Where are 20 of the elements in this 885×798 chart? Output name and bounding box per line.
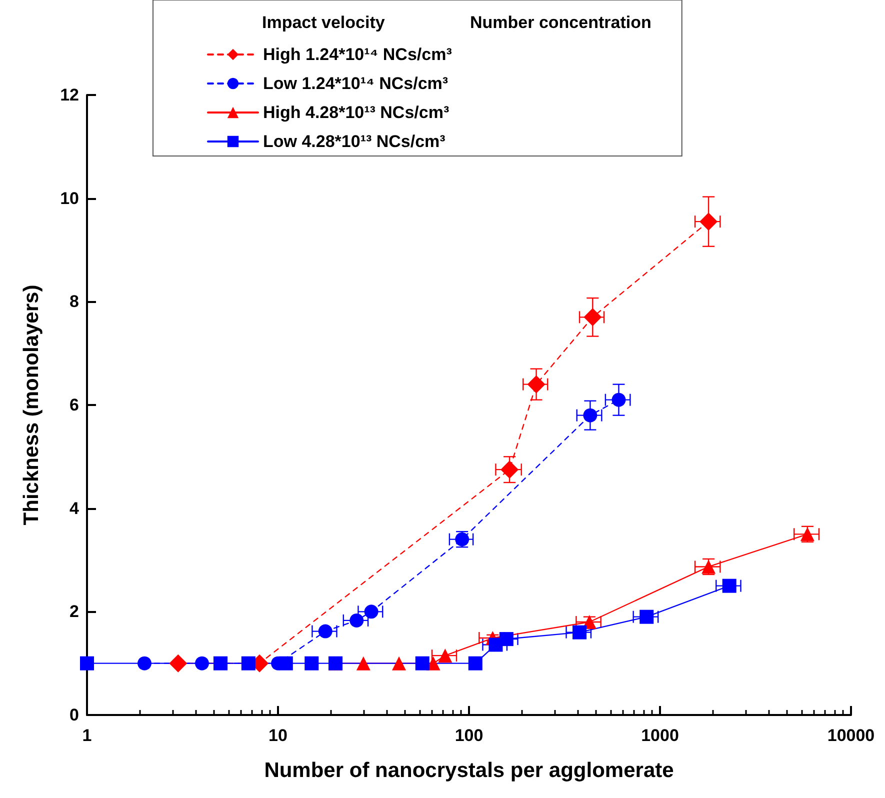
y-tick-label: 10 bbox=[60, 188, 79, 208]
x-tick-label: 100 bbox=[454, 726, 484, 745]
x-tick-label: 10000 bbox=[827, 726, 875, 745]
legend-label: Low 4.28*10¹³ NCs/cm³ bbox=[263, 132, 446, 151]
y-tick-label: 4 bbox=[70, 498, 80, 518]
legend-title: Impact velocity bbox=[262, 13, 386, 32]
y-tick-label: 8 bbox=[70, 292, 79, 312]
legend-label: Low 1.24*10¹⁴ NCs/cm³ bbox=[263, 74, 448, 93]
y-axis-title: Thickness (monolayers) bbox=[20, 284, 43, 526]
y-tick-label: 0 bbox=[70, 706, 79, 724]
text: Number concentration bbox=[470, 13, 652, 32]
x-tick-label: 10 bbox=[268, 726, 288, 745]
legend-label: High 4.28*10¹³ NCs/cm³ bbox=[263, 103, 450, 122]
legend-label: High 1.24*10¹⁴ NCs/cm³ bbox=[263, 45, 452, 64]
x-tick-label: 1000 bbox=[641, 726, 679, 745]
y-tick-label: 2 bbox=[70, 602, 79, 622]
x-axis-title: Number of nanocrystals per agglomerate bbox=[264, 759, 674, 782]
x-tick-label: 1 bbox=[82, 726, 92, 745]
y-tick-label: 12 bbox=[60, 86, 79, 104]
y-tick-label: 6 bbox=[70, 396, 79, 414]
